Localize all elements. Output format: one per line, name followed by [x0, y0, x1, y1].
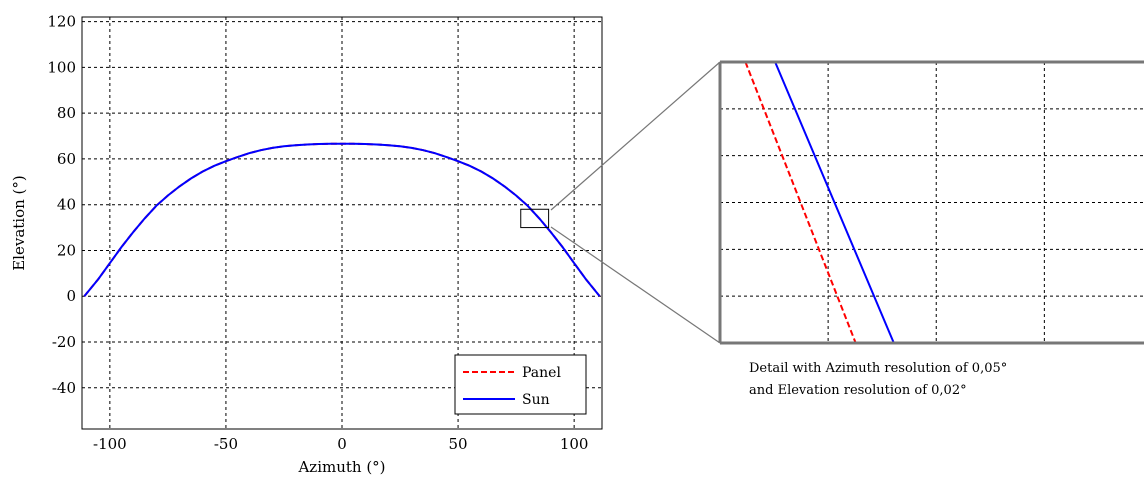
- x-tick-label: 50: [449, 435, 468, 453]
- legend-label-panel: Panel: [522, 365, 561, 381]
- inset-series-line-sun: [774, 61, 895, 344]
- inset-plot: Detail with Azimuth resolution of 0,05° …: [718, 60, 1144, 398]
- y-axis-label: Elevation (°): [10, 175, 28, 271]
- inset-series-line-panel: [744, 61, 857, 344]
- inset-grid: [720, 62, 1144, 343]
- y-tick-label: 60: [57, 150, 76, 168]
- x-tick-label: -100: [93, 435, 127, 453]
- legend: Panel Sun: [454, 354, 587, 415]
- inset-caption-line-2: and Elevation resolution of 0,02°: [749, 383, 967, 398]
- x-tick-label: -50: [214, 435, 238, 453]
- x-tick-label: 0: [337, 435, 347, 453]
- y-tick-label: 0: [66, 287, 76, 305]
- legend-label-sun: Sun: [522, 392, 550, 408]
- y-tick-label: 80: [57, 104, 76, 122]
- y-tick-label: 120: [47, 13, 76, 31]
- x-axis-label: Azimuth (°): [297, 458, 385, 476]
- x-tick-labels: -100 -50 0 50 100: [93, 435, 588, 453]
- zoom-region-box: [520, 208, 550, 229]
- zoom-connector-lines: [550, 61, 721, 344]
- series-line-sun: [83, 142, 601, 297]
- main-plot: -100 -50 0 50 100 -40 -20 0 20 40 60 80 100 120 Azim…: [10, 13, 603, 476]
- y-tick-label: 40: [57, 196, 76, 214]
- y-tick-labels: -40 -20 0 20 40 60 80 100 120: [47, 13, 76, 397]
- inset-series: [744, 61, 895, 344]
- y-tick-label: -20: [52, 333, 76, 351]
- legend-box: [454, 354, 587, 415]
- main-series: [83, 142, 601, 297]
- inset-caption-line-1: Detail with Azimuth resolution of 0,05°: [749, 361, 1007, 376]
- connector-bottom: [550, 226, 721, 344]
- y-tick-label: 20: [57, 241, 76, 259]
- x-tick-label: 100: [560, 435, 589, 453]
- connector-top: [550, 61, 721, 211]
- y-tick-label: 100: [47, 58, 76, 76]
- y-tick-label: -40: [52, 379, 76, 397]
